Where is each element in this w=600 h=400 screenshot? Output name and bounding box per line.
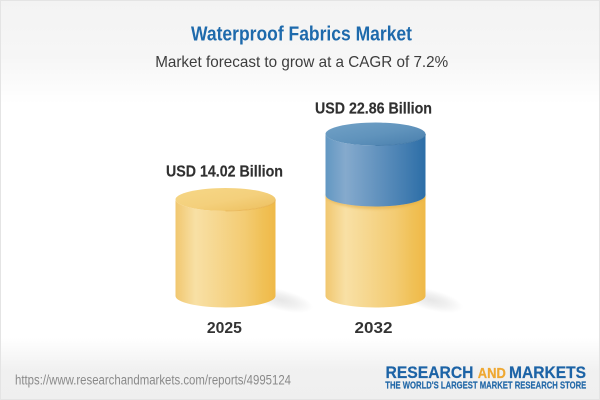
svg-text:Market forecast to grow at a C: Market forecast to grow at a CAGR of 7.2… [155, 54, 448, 71]
svg-text:AND: AND [478, 365, 506, 382]
svg-text:2032: 2032 [355, 320, 393, 337]
svg-text:USD 22.86 Billion: USD 22.86 Billion [315, 101, 432, 118]
svg-text:USD 14.02 Billion: USD 14.02 Billion [166, 164, 283, 181]
svg-text:2025: 2025 [207, 320, 242, 337]
svg-text:https://www.researchandmarkets: https://www.researchandmarkets.com/repor… [15, 373, 291, 388]
svg-text:Waterproof Fabrics Market: Waterproof Fabrics Market [191, 23, 412, 45]
svg-text:MARKETS: MARKETS [509, 364, 586, 382]
svg-text:THE WORLD'S LARGEST MARKET RES: THE WORLD'S LARGEST MARKET RESEARCH STOR… [385, 381, 586, 392]
svg-text:RESEARCH: RESEARCH [386, 364, 474, 382]
